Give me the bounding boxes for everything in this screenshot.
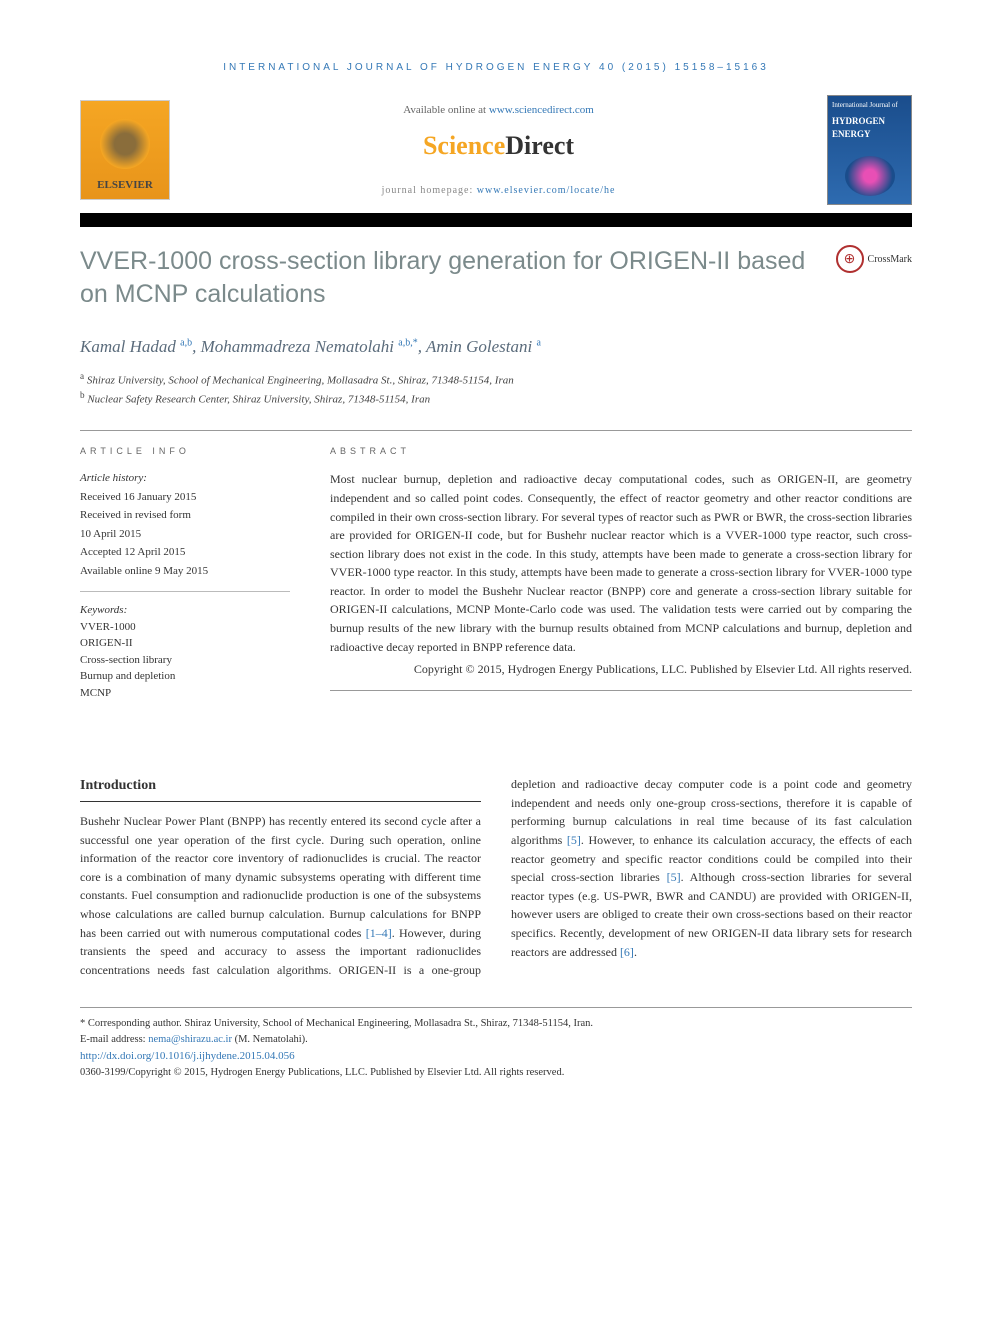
article-info-column: ARTICLE INFO Article history: Received 1…	[80, 445, 290, 705]
article-body: Introduction Bushehr Nuclear Power Plant…	[80, 775, 912, 979]
author-link[interactable]: Mohammadreza Nematolahi	[201, 337, 394, 356]
abstract-column: ABSTRACT Most nuclear burnup, depletion …	[330, 445, 912, 705]
footer: * Corresponding author. Shiraz Universit…	[80, 1016, 912, 1080]
email-link[interactable]: nema@shirazu.ac.ir	[148, 1034, 232, 1045]
affiliations: a Shiraz University, School of Mechanica…	[80, 370, 912, 408]
authors-line: Kamal Hadad a,b, Mohammadreza Nematolahi…	[80, 334, 912, 360]
journal-homepage-text: journal homepage: www.elsevier.com/locat…	[190, 183, 807, 198]
abstract-copyright: Copyright © 2015, Hydrogen Energy Public…	[330, 660, 912, 678]
journal-homepage-link[interactable]: www.elsevier.com/locate/he	[477, 185, 616, 196]
elsevier-logo: ELSEVIER	[80, 100, 170, 200]
citation-link[interactable]: [5]	[567, 833, 581, 847]
citation-link[interactable]: [5]	[667, 870, 681, 884]
header-divider-bar	[80, 213, 912, 227]
author-link[interactable]: Kamal Hadad	[80, 337, 176, 356]
introduction-heading: Introduction	[80, 775, 481, 802]
info-abstract-row: ARTICLE INFO Article history: Received 1…	[80, 445, 912, 705]
sciencedirect-logo: ScienceDirect	[190, 126, 807, 165]
header-center: Available online at www.sciencedirect.co…	[190, 102, 807, 199]
abstract-label: ABSTRACT	[330, 445, 912, 459]
corresponding-author-line: * Corresponding author. Shiraz Universit…	[80, 1016, 912, 1032]
article-info-label: ARTICLE INFO	[80, 445, 290, 459]
journal-cover-thumbnail: International Journal of HYDROGEN ENERGY	[827, 95, 912, 205]
header-row: ELSEVIER Available online at www.science…	[80, 95, 912, 205]
article-history-block: Article history: Received 16 January 201…	[80, 470, 290, 592]
sciencedirect-link[interactable]: www.sciencedirect.com	[489, 104, 594, 116]
citation-link[interactable]: [6]	[620, 945, 634, 959]
crossmark-badge[interactable]: ⊕ CrossMark	[836, 245, 912, 273]
available-online-text: Available online at www.sciencedirect.co…	[190, 102, 807, 119]
citation-link[interactable]: [1–4]	[366, 926, 392, 940]
email-line: E-mail address: nema@shirazu.ac.ir (M. N…	[80, 1032, 912, 1048]
doi-link[interactable]: http://dx.doi.org/10.1016/j.ijhydene.201…	[80, 1050, 295, 1062]
crossmark-icon: ⊕	[836, 245, 864, 273]
section-divider	[80, 430, 912, 431]
author-link[interactable]: Amin Golestani	[426, 337, 532, 356]
keywords-block: Keywords: VVER-1000 ORIGEN-II Cross-sect…	[80, 602, 290, 701]
abstract-text: Most nuclear burnup, depletion and radio…	[330, 470, 912, 656]
journal-citation-header: INTERNATIONAL JOURNAL OF HYDROGEN ENERGY…	[80, 60, 912, 75]
title-row: VVER-1000 cross-section library generati…	[80, 245, 912, 310]
footer-divider	[80, 1007, 912, 1008]
article-title: VVER-1000 cross-section library generati…	[80, 245, 816, 310]
issn-copyright-line: 0360-3199/Copyright © 2015, Hydrogen Ene…	[80, 1065, 912, 1081]
abstract-divider	[330, 690, 912, 691]
